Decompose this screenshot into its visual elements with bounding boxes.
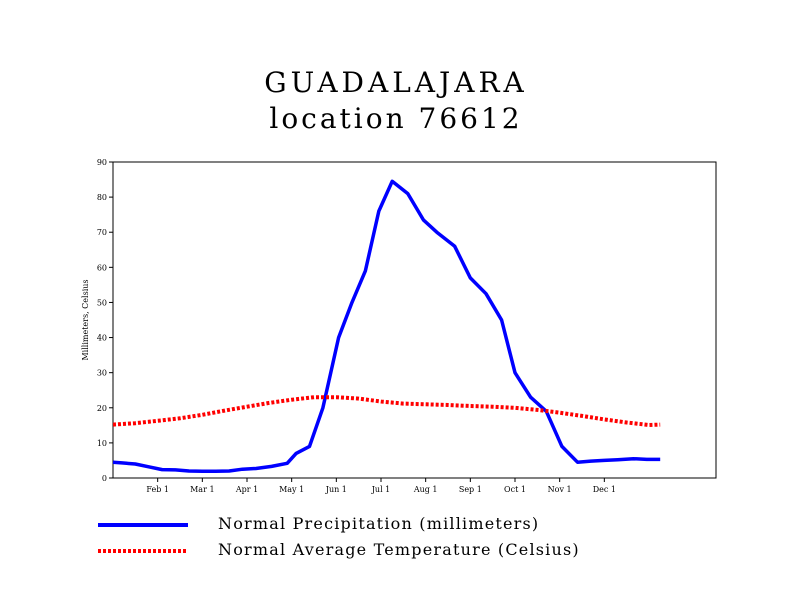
x-axis: Feb 1 Mar 1 Apr 1 May 1 Jun 1 Jul 1 Aug 1 Sep 1… bbox=[146, 478, 616, 494]
chart-title: GUADALAJARA bbox=[264, 66, 528, 99]
x-tick-label: Oct 1 bbox=[504, 485, 526, 494]
chart-subtitle: location 76612 bbox=[269, 102, 523, 135]
y-tick-label: 10 bbox=[97, 439, 107, 448]
y-tick-label: 90 bbox=[97, 158, 107, 167]
y-tick-label: 70 bbox=[97, 228, 107, 237]
x-tick-label: Jul 1 bbox=[371, 485, 391, 494]
y-tick-label: 30 bbox=[97, 369, 107, 378]
x-tick-label: Aug 1 bbox=[413, 485, 438, 494]
x-tick-label: Mar 1 bbox=[190, 485, 214, 494]
x-tick-label: Sep 1 bbox=[459, 485, 482, 494]
legend-label-temperature: Normal Average Temperature (Celsius) bbox=[218, 540, 580, 559]
y-tick-label: 0 bbox=[102, 474, 107, 483]
legend-label-precipitation: Normal Precipitation (millimeters) bbox=[218, 514, 540, 533]
x-tick-label: Jun 1 bbox=[325, 485, 347, 494]
y-axis-label: Millimeters, Celsius bbox=[81, 279, 90, 360]
series-layer bbox=[112, 179, 661, 474]
y-tick-label: 60 bbox=[97, 263, 107, 272]
x-tick-label: Dec 1 bbox=[593, 485, 616, 494]
x-tick-label: Nov 1 bbox=[548, 485, 572, 494]
legend-swatch-precipitation bbox=[98, 523, 188, 527]
y-tick-label: 80 bbox=[97, 193, 107, 202]
series-line-precipitation bbox=[112, 179, 661, 474]
y-tick-label: 50 bbox=[97, 298, 107, 307]
x-tick-label: May 1 bbox=[279, 485, 304, 494]
plot-area bbox=[112, 161, 717, 479]
y-tick-label: 20 bbox=[97, 404, 107, 413]
x-tick-label: Feb 1 bbox=[146, 485, 169, 494]
y-axis: 0 10 20 30 40 50 60 70 80 90 bbox=[97, 158, 113, 483]
x-tick-label: Apr 1 bbox=[235, 485, 258, 494]
legend-swatch-temperature bbox=[98, 549, 188, 553]
y-tick-label: 40 bbox=[97, 334, 107, 343]
series-line-temperature bbox=[112, 395, 661, 427]
